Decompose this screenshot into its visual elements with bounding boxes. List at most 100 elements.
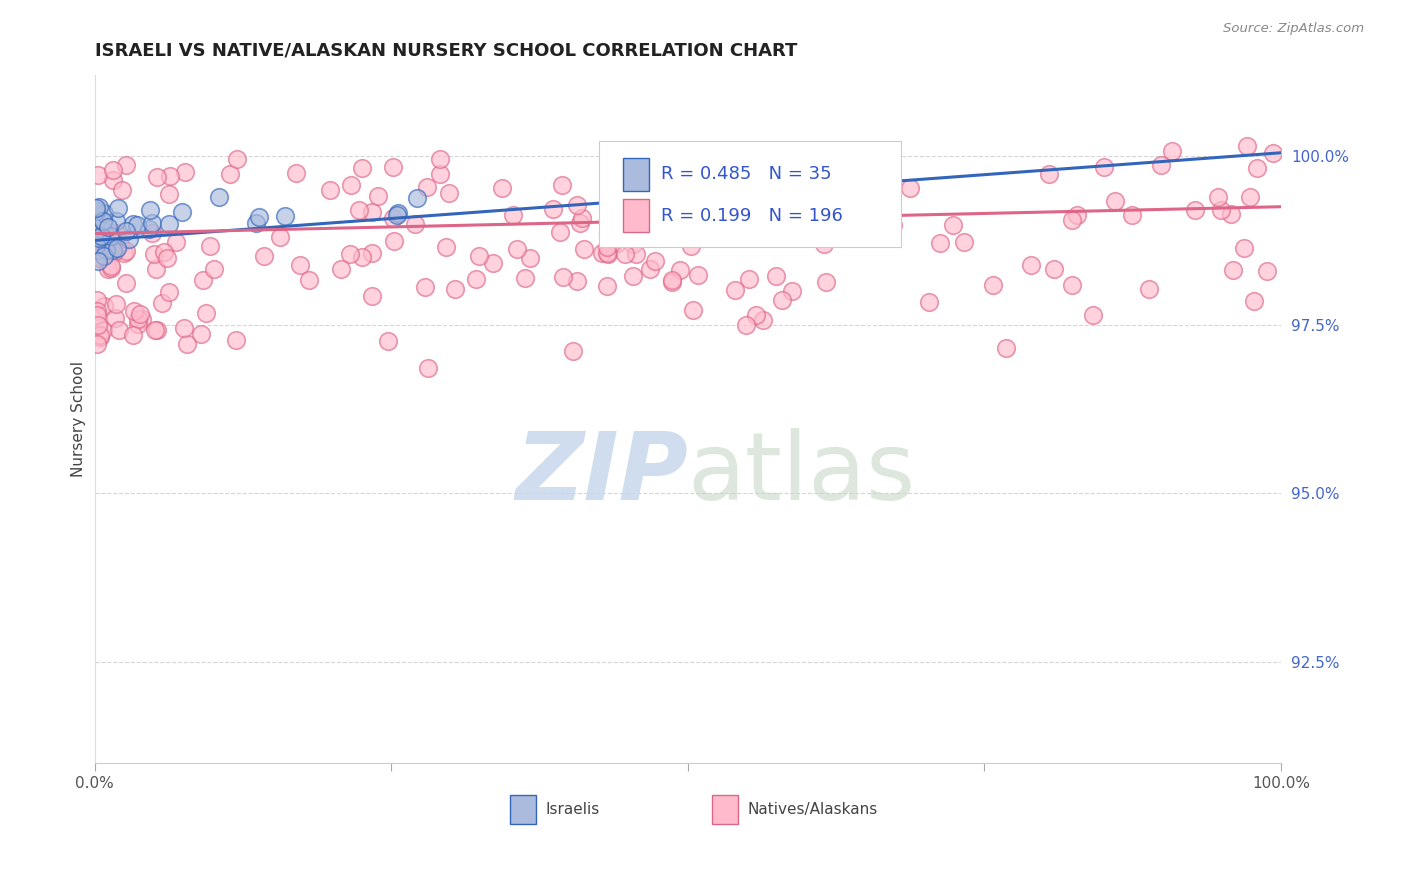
Point [686,268,709,282]
Point [418,360,440,375]
Point [598,228,620,243]
Point [444,282,467,296]
Point [1094,160,1116,174]
Point [89,200,111,214]
Point [84,218,107,232]
Point [1019,258,1042,272]
Point [198,239,221,253]
Point [751,313,773,327]
Point [170,204,193,219]
Point [84,201,107,215]
Point [298,273,321,287]
Point [114,224,136,238]
Point [624,246,647,260]
Point [245,216,267,230]
Point [381,211,404,226]
Point [769,153,792,167]
Point [814,275,837,289]
Point [898,181,921,195]
Point [86,293,108,307]
Point [626,169,648,183]
Point [1222,263,1244,277]
Point [91,214,114,228]
Point [952,235,974,249]
Point [724,283,747,297]
FancyBboxPatch shape [599,141,901,247]
Point [145,323,167,337]
Point [100,260,122,275]
Point [360,204,382,219]
Point [142,247,165,261]
Point [655,189,678,203]
Point [596,279,619,293]
Point [751,227,773,241]
Point [127,218,149,232]
Point [606,235,628,250]
Point [141,226,163,240]
Point [596,246,619,260]
Point [115,158,138,172]
Point [413,280,436,294]
Point [1236,139,1258,153]
Point [108,323,131,337]
Point [218,168,240,182]
Point [155,251,177,265]
Point [405,191,427,205]
Point [84,238,107,252]
Point [274,209,297,223]
Point [367,188,389,202]
Point [87,318,110,333]
Point [361,246,384,260]
Point [89,250,111,264]
Text: atlas: atlas [688,428,917,520]
Point [661,275,683,289]
Point [127,312,149,326]
Point [434,240,457,254]
Point [350,251,373,265]
Point [638,261,661,276]
Point [596,226,619,240]
Point [591,246,613,260]
Point [100,259,122,273]
Point [191,272,214,286]
Point [735,226,758,240]
Point [762,198,785,212]
Point [1137,282,1160,296]
Point [813,237,835,252]
Point [811,191,834,205]
Point [661,273,683,287]
Point [190,326,212,341]
Point [551,178,574,192]
Point [91,214,114,228]
Point [377,334,399,349]
Point [1246,161,1268,176]
Point [138,222,160,236]
Point [115,276,138,290]
Point [429,168,451,182]
Point [97,261,120,276]
Point [93,206,115,220]
Point [139,202,162,217]
Point [159,169,181,184]
Point [173,321,195,335]
Point [568,216,591,230]
Point [387,206,409,220]
Point [93,249,115,263]
Point [682,303,704,318]
Point [1243,294,1265,309]
Point [1220,207,1243,221]
Point [749,220,772,235]
Text: Source: ZipAtlas.com: Source: ZipAtlas.com [1223,22,1364,36]
Point [1239,190,1261,204]
Point [385,208,408,222]
Point [481,255,503,269]
Point [467,249,489,263]
Point [103,245,125,260]
Point [683,155,706,169]
Point [1263,146,1285,161]
Point [131,312,153,326]
Point [269,230,291,244]
Point [87,253,110,268]
Point [90,228,112,243]
Point [382,160,405,174]
